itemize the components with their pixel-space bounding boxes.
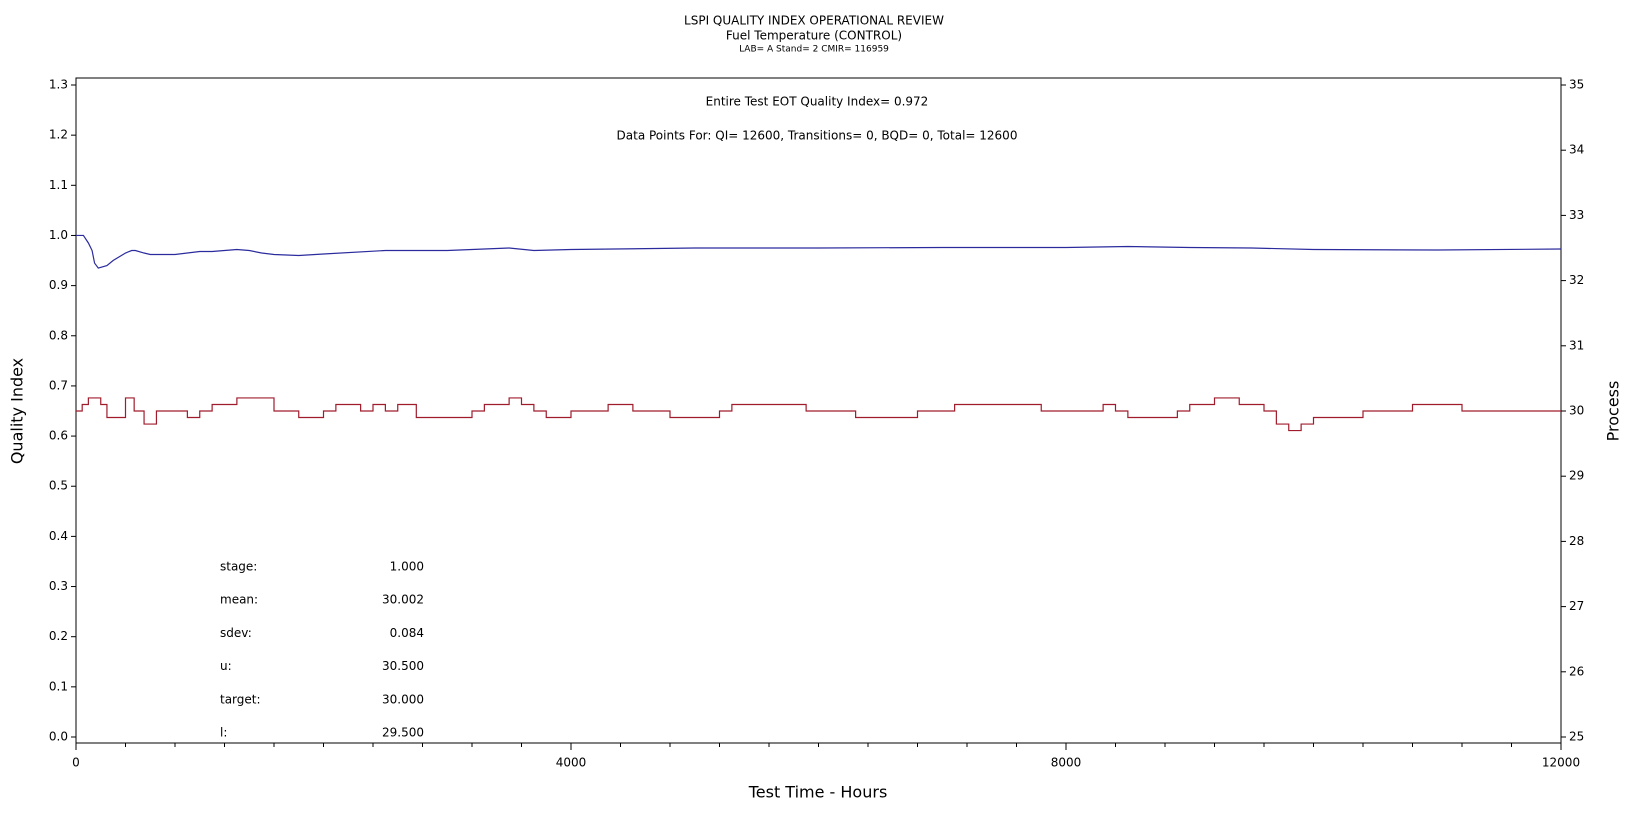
x-axis-label: Test Time - Hours [748,783,888,802]
chart-title: LSPI QUALITY INDEX OPERATIONAL REVIEW [684,14,944,28]
stat-label: l: [220,726,227,740]
y2-tick-label: 25 [1569,730,1584,744]
series-line [76,397,1561,432]
stat-value: 30.500 [382,659,424,673]
x-tick-label: 0 [72,756,80,770]
y-tick-label: 1.3 [49,78,68,92]
stat-value: 1.000 [390,560,424,574]
y-tick-label: 0.4 [49,529,68,543]
y-tick-label: 0.2 [49,629,68,643]
y2-tick-label: 30 [1569,404,1584,418]
y2-tick-label: 34 [1569,143,1584,157]
y-tick-label: 1.1 [49,178,68,192]
x-tick-label: 4000 [556,756,587,770]
y-tick-label: 0.7 [49,378,68,392]
y2-tick-label: 26 [1569,664,1584,678]
chart-subsubtitle: LAB= A Stand= 2 CMIR= 116959 [739,45,889,55]
stat-label: mean: [220,593,258,607]
stat-value: 0.084 [390,626,424,640]
stat-value: 30.002 [382,593,424,607]
stat-label: sdev: [220,626,252,640]
stat-value: 29.500 [382,726,424,740]
series-line [76,234,1562,269]
y2-tick-label: 32 [1569,273,1584,287]
y-axis-label: Quality Index [8,358,27,464]
x-tick-label: 12000 [1542,756,1580,770]
chart-subtitle: Fuel Temperature (CONTROL) [726,29,902,43]
y-tick-label: 0.9 [49,278,68,292]
y-tick-label: 0.0 [49,730,68,744]
y2-tick-label: 29 [1569,469,1584,483]
y-tick-label: 1.2 [49,128,68,142]
y-tick-label: 0.3 [49,579,68,593]
y-tick-label: 1.0 [49,228,68,242]
y-tick-label: 0.1 [49,679,68,693]
stat-label: target: [220,692,261,706]
y2-tick-label: 27 [1569,599,1584,613]
y-tick-label: 0.8 [49,328,68,342]
y2-axis-label: Process [1604,381,1623,442]
y2-tick-label: 33 [1569,208,1584,222]
y-tick-label: 0.5 [49,479,68,493]
y2-tick-label: 31 [1569,338,1584,352]
stat-label: stage: [220,560,257,574]
stat-label: u: [220,659,232,673]
y2-tick-label: 28 [1569,534,1584,548]
annotation: Data Points For: QI= 12600, Transitions=… [617,129,1018,143]
y2-tick-label: 35 [1569,78,1584,92]
annotation: Entire Test EOT Quality Index= 0.972 [706,95,929,109]
x-tick-label: 8000 [1051,756,1082,770]
stat-value: 30.000 [382,692,424,706]
y-tick-label: 0.6 [49,429,68,443]
